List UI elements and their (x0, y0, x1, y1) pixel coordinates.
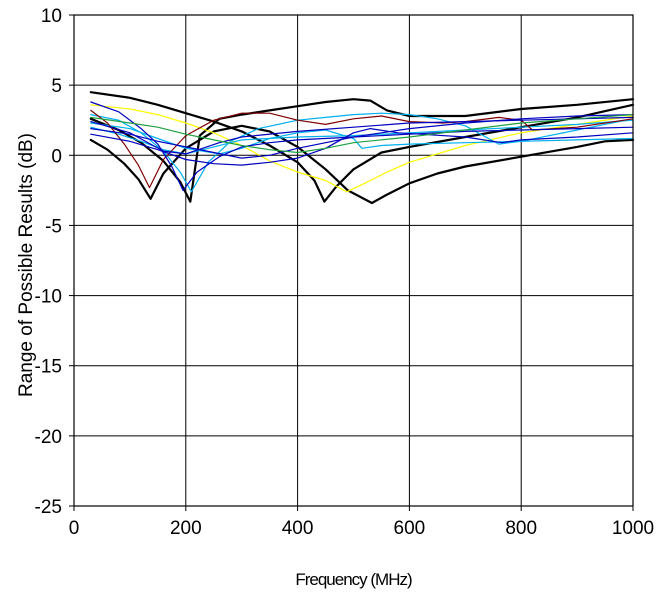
y-tick-label: -15 (35, 357, 62, 378)
y-tick-labels: 10 5 0 -5 -10 -15 -20 -25 (35, 6, 74, 518)
y-tick-label: -10 (35, 287, 62, 308)
x-axis-label: Frequency (MHz) (295, 570, 412, 589)
series-line-13 (90, 114, 634, 154)
y-tick-label: 0 (51, 146, 62, 167)
y-tick-label: 5 (51, 76, 62, 97)
series-line-7 (90, 119, 634, 155)
y-tick-label: -5 (45, 216, 62, 237)
y-tick-label: -25 (35, 497, 62, 518)
series-line-4 (90, 104, 634, 193)
x-tick-labels: 0 200 400 600 800 1000 (69, 506, 654, 539)
series-line-1 (89, 91, 635, 203)
x-tick-label: 1000 (612, 518, 654, 539)
series-line-2 (89, 124, 635, 205)
plot-frame (73, 14, 634, 507)
y-tick-label: -20 (35, 427, 62, 448)
series-line-11 (90, 128, 634, 166)
series-line-8 (90, 109, 634, 189)
x-tick-label: 0 (69, 518, 80, 539)
y-axis-label: Range of Possible Results (dB) (16, 133, 37, 397)
x-tick-label: 800 (505, 518, 537, 539)
x-tick-label: 200 (170, 518, 202, 539)
chart-grid (73, 14, 634, 507)
series-line-3 (89, 98, 635, 203)
x-tick-label: 400 (282, 518, 314, 539)
series-line-12 (90, 116, 634, 155)
series-group (89, 91, 635, 205)
x-tick-label: 600 (394, 518, 426, 539)
series-line-9 (90, 101, 634, 191)
y-tick-label: 10 (41, 6, 62, 27)
